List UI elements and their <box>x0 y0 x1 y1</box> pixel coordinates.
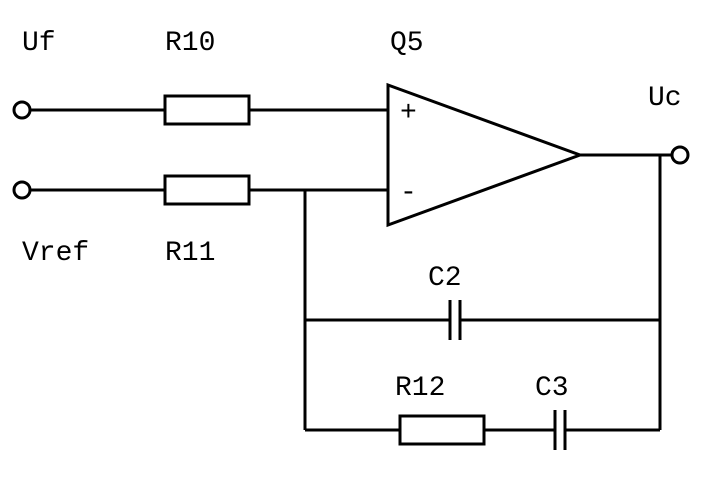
label-c2: C2 <box>428 263 462 294</box>
label-q5: Q5 <box>390 28 424 59</box>
label-c3: C3 <box>535 373 569 404</box>
resistor-r10 <box>165 96 249 124</box>
opamp-minus: - <box>400 178 417 209</box>
label-uf: Uf <box>22 28 56 59</box>
terminal-vref <box>14 182 30 198</box>
terminal-group <box>14 102 688 198</box>
label-uc: Uc <box>648 83 682 114</box>
circuit-diagram: + - Uf R10 Q5 Uc Vref R11 C2 R12 C3 <box>0 0 718 500</box>
resistor-r11 <box>165 176 249 204</box>
label-r11: R11 <box>165 238 215 269</box>
capacitor-c3 <box>555 410 565 450</box>
label-vref: Vref <box>22 238 89 269</box>
label-r10: R10 <box>165 28 215 59</box>
terminal-uf <box>14 102 30 118</box>
opamp-plus: + <box>400 98 417 129</box>
label-r12: R12 <box>395 373 445 404</box>
terminal-uc <box>672 147 688 163</box>
resistor-r12 <box>400 416 484 444</box>
capacitor-c2 <box>450 300 460 340</box>
